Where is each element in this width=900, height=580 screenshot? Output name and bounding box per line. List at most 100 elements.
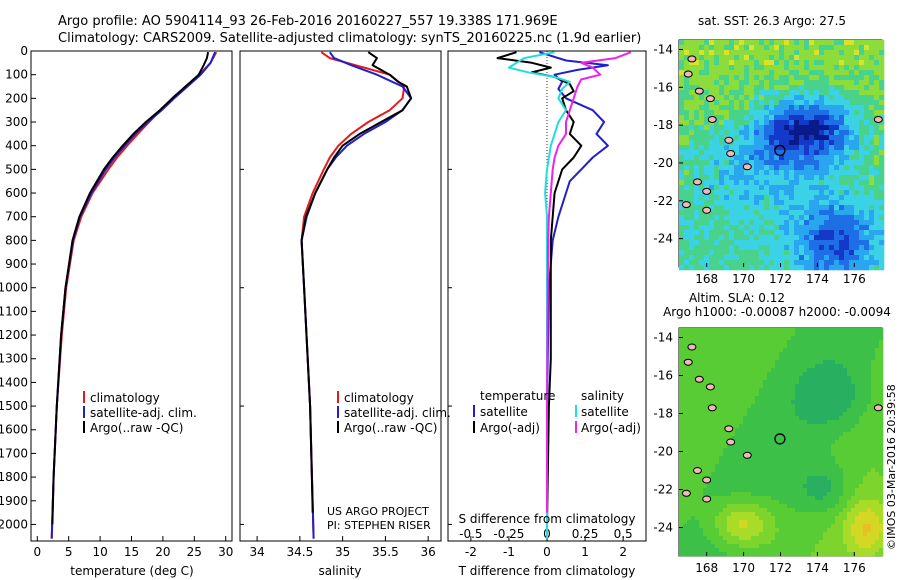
map-cell — [724, 165, 730, 171]
map-cell — [783, 344, 788, 349]
map-cell — [747, 336, 752, 341]
map-cell — [769, 80, 775, 86]
y-tick-label: 900 — [5, 257, 28, 271]
map-cell — [689, 225, 695, 231]
map-cell — [731, 500, 736, 505]
map-cell — [784, 160, 790, 166]
map-cell — [789, 240, 795, 246]
map-cell — [824, 40, 830, 46]
map-cell — [844, 205, 850, 211]
map-cell — [787, 528, 792, 533]
map-cell — [823, 500, 828, 505]
map-cell — [715, 368, 720, 373]
map-cell — [691, 544, 696, 549]
map-cell — [775, 376, 780, 381]
map-cell — [687, 384, 692, 389]
map-cell — [729, 200, 735, 206]
map-cell — [689, 50, 695, 56]
map-cell — [764, 165, 770, 171]
map-cell — [711, 412, 716, 417]
map-cell — [775, 332, 780, 337]
map-cell — [679, 548, 684, 553]
map-cell — [764, 40, 770, 46]
map-cell — [795, 432, 800, 437]
map-cell — [767, 392, 772, 397]
map-cell — [723, 488, 728, 493]
map-cell — [847, 356, 852, 361]
map-cell — [799, 408, 804, 413]
map-cell — [799, 392, 804, 397]
map-cell — [719, 140, 725, 146]
map-cell — [849, 200, 855, 206]
map-cell — [819, 255, 825, 261]
map-cell — [751, 404, 756, 409]
map-cell — [703, 348, 708, 353]
map-cell — [727, 436, 732, 441]
map-cell — [679, 348, 684, 353]
map-cell — [874, 170, 880, 176]
map-cell — [704, 125, 710, 131]
map-cell — [799, 340, 804, 345]
map-cell — [871, 476, 876, 481]
map-cell — [747, 436, 752, 441]
map-cell — [759, 552, 764, 557]
map-cell — [799, 476, 804, 481]
map-cell — [794, 170, 800, 176]
map-cell — [775, 372, 780, 377]
map-cell — [875, 380, 880, 385]
map-cell — [807, 376, 812, 381]
map-cell — [807, 436, 812, 441]
map-cell — [767, 540, 772, 545]
map-cell — [719, 210, 725, 216]
map-cell — [855, 464, 860, 469]
map-cell — [831, 348, 836, 353]
map-cell — [771, 364, 776, 369]
map-cell — [774, 265, 780, 271]
map-cell — [691, 496, 696, 501]
lon-tick-label: 168 — [695, 561, 718, 575]
map-cell — [767, 396, 772, 401]
map-cell — [869, 160, 875, 166]
map-cell — [749, 230, 755, 236]
map-cell — [854, 55, 860, 61]
map-cell — [695, 484, 700, 489]
map-cell — [731, 444, 736, 449]
series-t-argo-adj — [496, 51, 583, 525]
map-cell — [771, 436, 776, 441]
map-cell — [703, 488, 708, 493]
map-cell — [744, 75, 750, 81]
map-cell — [687, 488, 692, 493]
map-cell — [839, 125, 845, 131]
map-cell — [823, 384, 828, 389]
map-cell — [847, 384, 852, 389]
map-cell — [855, 552, 860, 557]
map-cell — [879, 55, 885, 61]
map-cell — [867, 436, 872, 441]
map-cell — [839, 165, 845, 171]
map-cell — [804, 225, 810, 231]
map-cell — [687, 364, 692, 369]
map-cell — [789, 210, 795, 216]
map-cell — [683, 372, 688, 377]
map-cell — [829, 245, 835, 251]
map-cell — [834, 45, 840, 51]
map-cell — [863, 452, 868, 457]
map-cell — [707, 524, 712, 529]
map-cell — [851, 480, 856, 485]
map-cell — [744, 105, 750, 111]
map-cell — [774, 60, 780, 66]
map-cell — [719, 160, 725, 166]
map-cell — [691, 532, 696, 537]
map-cell — [804, 75, 810, 81]
map-cell — [855, 544, 860, 549]
map-cell — [769, 220, 775, 226]
map-cell — [823, 520, 828, 525]
map-cell — [759, 135, 765, 141]
map-cell — [791, 344, 796, 349]
map-cell — [831, 552, 836, 557]
map-cell — [695, 488, 700, 493]
map-cell — [794, 125, 800, 131]
map-cell — [747, 376, 752, 381]
map-cell — [759, 40, 765, 46]
map-cell — [859, 396, 864, 401]
